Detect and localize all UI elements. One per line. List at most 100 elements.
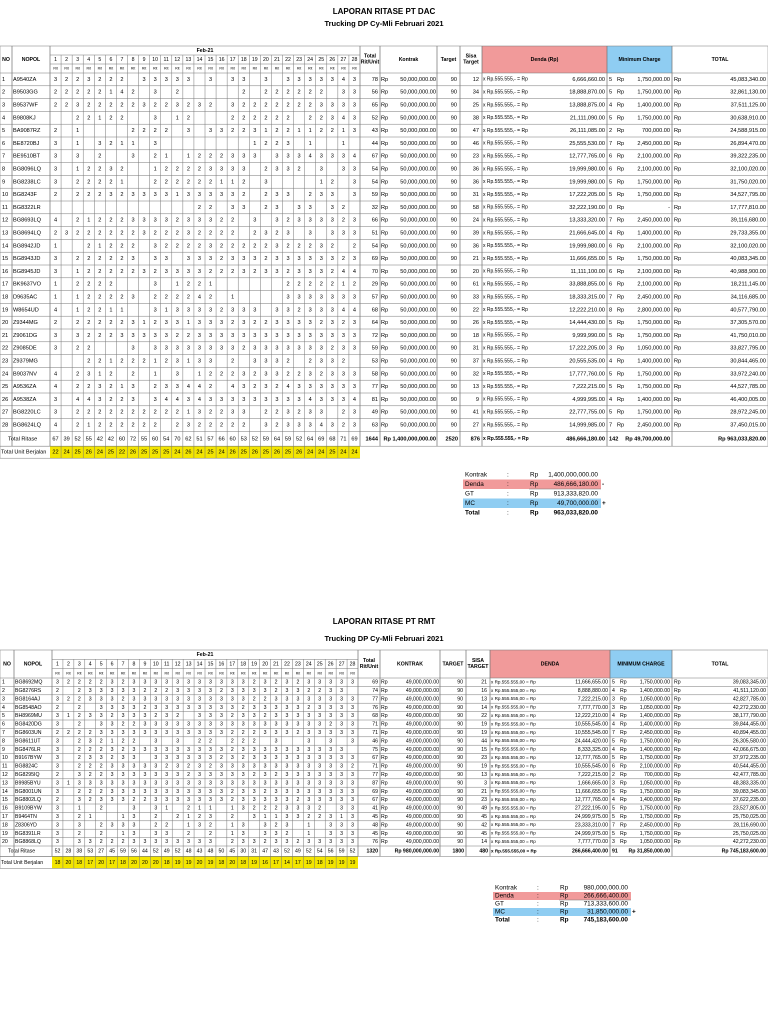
day-rit: 3 <box>296 722 299 728</box>
denda: 4,999,995.00 <box>572 397 605 403</box>
sisa-target: 19 <box>481 730 487 736</box>
target: 90 <box>451 358 457 364</box>
day-rit: 2 <box>231 730 234 736</box>
day-rit: 2 <box>198 166 201 172</box>
day-rit: 3 <box>320 358 323 364</box>
nopol: BG8943JD <box>13 256 40 262</box>
denda: 13,888,875.00 <box>569 102 605 108</box>
day-rit: 3 <box>133 806 136 812</box>
day-rit: 2 <box>275 128 278 134</box>
day-rit: 3 <box>309 384 312 390</box>
day-rit: 3 <box>54 410 57 416</box>
total-rit: 77 <box>372 696 378 702</box>
mc-count: 5 <box>609 410 612 416</box>
total-amount: 30,638,910.00 <box>730 115 766 121</box>
day-rit: 2 <box>54 102 57 108</box>
day-rit: 3 <box>296 688 299 694</box>
sisa-target: 46 <box>473 141 479 147</box>
day-rit: 3 <box>78 772 81 778</box>
unit-count: 18 <box>76 860 82 866</box>
day-rit: 1 <box>220 179 223 185</box>
kontrak: 49,000,000.00 <box>406 713 439 719</box>
day-rit: 3 <box>131 294 134 300</box>
day-total: 59 <box>339 849 345 855</box>
day-rit: 3 <box>286 256 289 262</box>
day-rit: 2 <box>143 422 146 428</box>
day-rit: 2 <box>56 797 59 803</box>
currency: Rp <box>674 333 681 339</box>
rit-header: Rit <box>297 66 301 70</box>
day-rit: 4 <box>165 397 168 403</box>
day-rit: 3 <box>264 230 267 236</box>
day-rit: 3 <box>131 346 134 352</box>
denda: 33,888,855.00 <box>569 282 605 288</box>
target: 90 <box>451 333 457 339</box>
day-rit: 2 <box>65 102 68 108</box>
sisa-target: 36 <box>473 179 479 185</box>
row-no: 7 <box>2 730 5 736</box>
target: 90 <box>451 192 457 198</box>
day-rit: 3 <box>353 179 356 185</box>
day-rit: 3 <box>331 384 334 390</box>
unit-count: 25 <box>263 450 269 456</box>
day-rit: 3 <box>209 696 212 702</box>
day-rit: 3 <box>220 346 223 352</box>
currency: Rp <box>381 282 388 288</box>
day-rit: 3 <box>275 358 278 364</box>
day-total: 52 <box>350 849 356 855</box>
sisa-target: 13 <box>473 384 479 390</box>
day-rit: 3 <box>198 307 201 313</box>
day-rit: 2 <box>296 797 299 803</box>
day-total: 45 <box>109 849 115 855</box>
denda: 23,333,310.00 <box>575 822 608 828</box>
currency: Rp <box>617 422 624 428</box>
currency: Rp <box>617 294 624 300</box>
day-header: 15 <box>208 57 214 63</box>
minimum-charge: 1,400,000.00 <box>637 397 670 403</box>
day-rit: 2 <box>320 115 323 121</box>
total-amount: 48,383,335.00 <box>733 780 766 786</box>
day-rit: 3 <box>309 346 312 352</box>
total-amount: 44,527,785.00 <box>730 384 766 390</box>
day-rit: 2 <box>120 77 123 83</box>
denda: 10,555,545.00 <box>575 730 608 736</box>
day-rit: 2 <box>131 102 134 108</box>
day-rit: 3 <box>120 333 123 339</box>
day-rit: 2 <box>154 384 157 390</box>
day-total: 27 <box>98 849 104 855</box>
day-header: 23 <box>295 661 301 667</box>
minimum-charge: 2,100,000.00 <box>640 764 670 770</box>
day-rit: 3 <box>220 397 223 403</box>
day-rit: 2 <box>187 102 190 108</box>
sisa-target: 15 <box>481 747 487 753</box>
target: 90 <box>451 90 457 96</box>
minimum-charge: 2,450,000.00 <box>640 822 670 828</box>
day-rit: 3 <box>143 713 146 719</box>
currency: Rp <box>674 371 681 377</box>
day-rit: 2 <box>187 179 190 185</box>
day-rit: 3 <box>331 333 334 339</box>
day-rit: 2 <box>307 705 310 711</box>
day-rit: 2 <box>131 422 134 428</box>
row-no: 6 <box>2 141 5 147</box>
currency: Rp <box>381 713 388 719</box>
day-total: 55 <box>141 436 147 442</box>
day-rit: 3 <box>220 797 223 803</box>
day-rit: 3 <box>198 705 201 711</box>
total-amount: 30,844,465.00 <box>730 358 766 364</box>
rit-header: Rit <box>241 671 245 675</box>
day-rit: 3 <box>320 166 323 172</box>
day-header: 4 <box>87 57 90 63</box>
day-rit: 3 <box>309 269 312 275</box>
kontrak: 50,000,000.00 <box>400 102 436 108</box>
mc-count: 7 <box>612 822 615 828</box>
column-header: Minimum Charge <box>618 57 660 63</box>
day-rit: 4 <box>342 77 345 83</box>
total-rit: 87 <box>372 780 378 786</box>
day-rit: 2 <box>242 243 245 249</box>
row-no: 11 <box>2 205 8 211</box>
day-rit: 2 <box>242 102 245 108</box>
currency: Rp <box>381 696 388 702</box>
day-rit: 3 <box>231 166 234 172</box>
minimum-charge: 1,050,000.00 <box>637 346 670 352</box>
